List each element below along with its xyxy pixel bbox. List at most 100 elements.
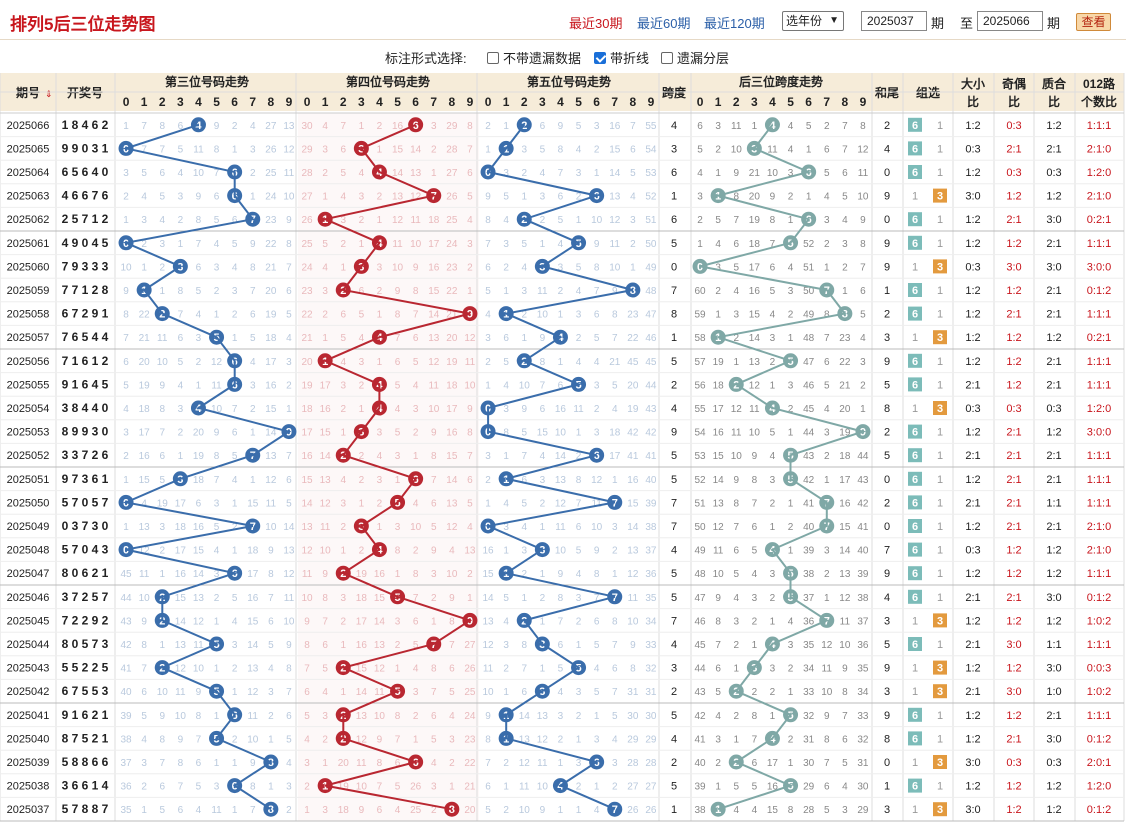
miss-value: 11 bbox=[749, 404, 760, 415]
odd-even-value: 0:3 bbox=[1006, 167, 1021, 179]
miss-value: 2 bbox=[576, 782, 582, 793]
miss-value: 6 bbox=[377, 805, 383, 816]
draw-number: 5 7 0 4 3 bbox=[62, 543, 109, 557]
miss-value: 41 bbox=[120, 664, 132, 675]
miss-value: 2 bbox=[377, 192, 383, 203]
miss-value: 2 bbox=[359, 475, 365, 486]
digit-header: 1 bbox=[503, 95, 510, 109]
group3-text: 3 bbox=[937, 332, 943, 344]
miss-value: 12 bbox=[555, 498, 567, 509]
miss-value: 1 bbox=[431, 168, 437, 179]
miss-value: 5 bbox=[558, 215, 564, 226]
odd-even-value: 1:2 bbox=[1006, 356, 1021, 368]
miss-value: 7 bbox=[141, 664, 147, 675]
miss-value: 16 bbox=[767, 782, 779, 793]
span-value: 1 bbox=[671, 332, 677, 344]
odd-even-value: 1:2 bbox=[1006, 191, 1021, 203]
span-value: 5 bbox=[671, 568, 677, 580]
miss-value: 6 bbox=[123, 357, 129, 368]
miss-value: 4 bbox=[558, 687, 564, 698]
miss-value: 3 bbox=[576, 310, 582, 321]
miss-value: 17 bbox=[175, 498, 187, 509]
sum-tail-value: 8 bbox=[884, 733, 890, 745]
sum-tail-value: 5 bbox=[884, 450, 890, 462]
link-recent-30[interactable]: 最近30期 bbox=[569, 16, 623, 31]
miss-value: 3 bbox=[788, 380, 794, 391]
miss-value: 14 bbox=[247, 640, 259, 651]
miss-value: 1 bbox=[752, 121, 758, 132]
miss-value: 9 bbox=[268, 546, 274, 557]
miss-value: 3 bbox=[770, 569, 776, 580]
miss-value: 9 bbox=[286, 215, 292, 226]
miss-value: 4 bbox=[304, 734, 310, 745]
miss-value: 18 bbox=[713, 380, 725, 391]
miss-value: 20 bbox=[446, 333, 458, 344]
view-button[interactable]: 查看 bbox=[1076, 13, 1111, 31]
miss-value: 2 bbox=[788, 734, 794, 745]
road012-value: 1:1:1 bbox=[1087, 309, 1111, 321]
miss-value: 55 bbox=[694, 404, 706, 415]
big-small-value: 1:2 bbox=[965, 427, 980, 439]
year-select[interactable]: 选年份 ▼ bbox=[782, 11, 844, 31]
miss-value: 44 bbox=[803, 428, 815, 439]
rows: 2025066 1 8 4 6 2 1 7 8 6 9 2 4 27 134 30 4 7 1 2 16 3 29 8… bbox=[7, 117, 1111, 817]
miss-value: 8 bbox=[824, 734, 830, 745]
miss-value: 6 bbox=[286, 475, 292, 486]
miss-value: 11 bbox=[713, 546, 724, 557]
miss-value: 35 bbox=[803, 640, 815, 651]
span-value: 5 bbox=[671, 781, 677, 793]
miss-value: 2 bbox=[286, 805, 292, 816]
span-value: 9 bbox=[671, 427, 677, 439]
miss-value: 7 bbox=[395, 333, 401, 344]
miss-value: 4 bbox=[449, 546, 455, 557]
option-no-miss[interactable]: 不带遗漏数据 bbox=[487, 48, 581, 67]
miss-value: 5 bbox=[842, 758, 848, 769]
draw-number: 4 6 6 7 6 bbox=[62, 189, 109, 203]
sum-tail-value: 9 bbox=[884, 663, 890, 675]
miss-value: 1 bbox=[340, 546, 346, 557]
prime-comp-value: 0:3 bbox=[1046, 757, 1061, 769]
option-layered[interactable]: 遗漏分层 bbox=[661, 48, 729, 67]
miss-value: 13 bbox=[839, 569, 851, 580]
miss-value: 9 bbox=[141, 616, 147, 627]
miss-value: 11 bbox=[392, 239, 403, 250]
miss-value: 40 bbox=[120, 687, 132, 698]
link-recent-120[interactable]: 最近120期 bbox=[704, 16, 765, 31]
miss-value: 5 bbox=[824, 805, 830, 816]
digit-header: 3 bbox=[177, 95, 184, 109]
miss-value: 52 bbox=[645, 192, 657, 203]
miss-value: 3 bbox=[770, 664, 776, 675]
group6-text: 1 bbox=[912, 663, 918, 675]
digit-header: 5 bbox=[394, 95, 401, 109]
digit-header: 9 bbox=[286, 95, 293, 109]
miss-value: 12 bbox=[537, 734, 549, 745]
link-recent-60[interactable]: 最近60期 bbox=[637, 16, 691, 31]
miss-value: 18 bbox=[175, 522, 187, 533]
to-period-input[interactable]: 2025066 bbox=[977, 11, 1043, 31]
miss-value: 31 bbox=[627, 687, 639, 698]
miss-value: 19 bbox=[265, 310, 277, 321]
road012-value: 1:1:1 bbox=[1087, 568, 1111, 580]
from-period-input[interactable]: 2025037 bbox=[861, 11, 927, 31]
miss-value: 5 bbox=[141, 711, 147, 722]
miss-value: 43 bbox=[803, 451, 815, 462]
miss-value: 5 bbox=[558, 664, 564, 675]
miss-value: 4 bbox=[733, 805, 739, 816]
miss-value: 12 bbox=[464, 333, 476, 344]
checkbox-icon[interactable] bbox=[487, 52, 499, 64]
miss-value: 9 bbox=[413, 262, 419, 273]
big-small-value: 1:2 bbox=[965, 214, 980, 226]
sum-tail-value: 9 bbox=[884, 238, 890, 250]
page-title: 排列5后三位走势图 bbox=[10, 15, 156, 34]
miss-value: 2 bbox=[503, 664, 509, 675]
digit-header: 6 bbox=[593, 95, 600, 109]
prime-comp-value: 1:2 bbox=[1046, 781, 1061, 793]
option-polyline[interactable]: 带折线 bbox=[594, 48, 649, 67]
miss-value: 3 bbox=[178, 192, 184, 203]
period-cell: 2025056 bbox=[7, 356, 50, 368]
checkbox-icon[interactable] bbox=[661, 52, 673, 64]
miss-value: 40 bbox=[857, 546, 869, 557]
draw-number: 5 8 8 6 6 bbox=[62, 755, 109, 769]
checkbox-checked-icon[interactable] bbox=[594, 52, 606, 64]
miss-value: 2 bbox=[752, 687, 758, 698]
